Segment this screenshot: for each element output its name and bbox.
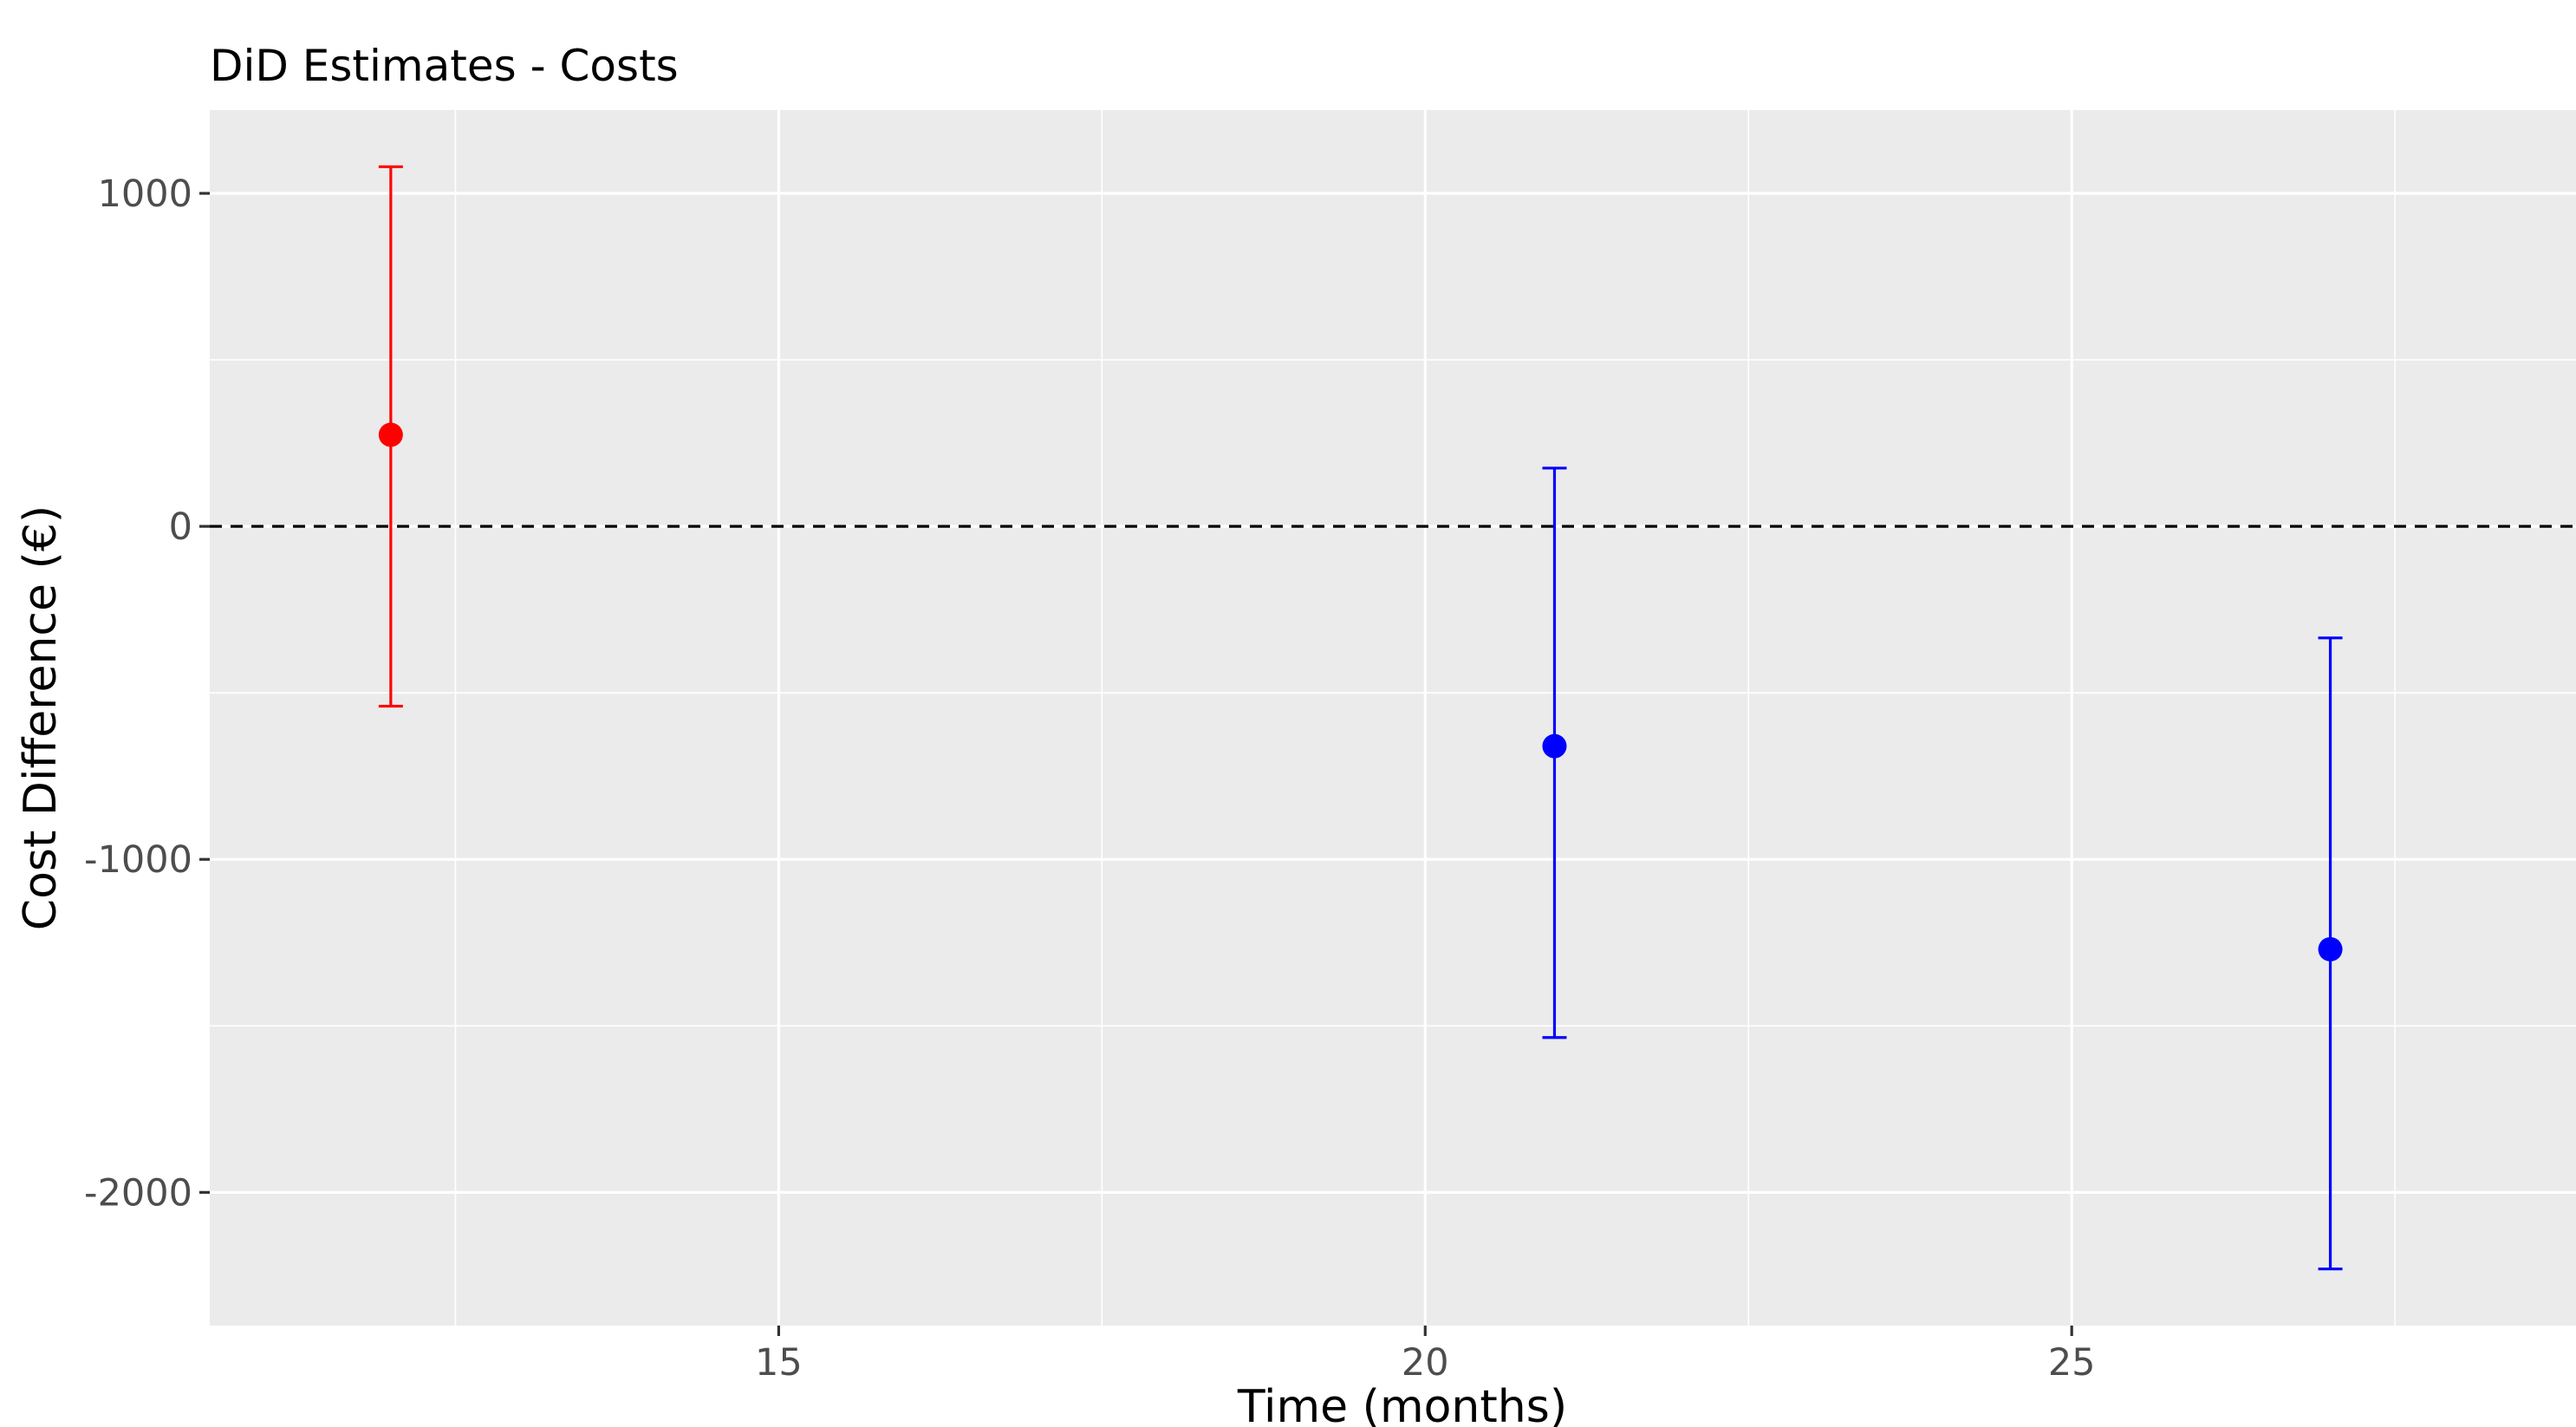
estimate-point [1542,733,1567,759]
x-axis: 15 20 25 [755,1326,2096,1385]
y-tick-label: -1000 [84,838,192,882]
grid-major [210,110,2576,1326]
y-axis: 1000 0 -1000 -2000 [84,173,210,1215]
estimates-series [378,165,2343,1271]
estimate-point [378,422,403,447]
y-tick-label: 0 [169,505,192,549]
x-tick-label: 15 [755,1341,803,1385]
x-axis-title: Time (months) [1237,1381,1567,1427]
plot-panel [210,110,2576,1326]
estimate-0 [378,165,403,708]
y-tick-label: -2000 [84,1171,192,1215]
x-tick-label: 25 [2048,1341,2096,1385]
estimate-2 [2318,636,2343,1271]
estimate-1 [1542,466,1567,1039]
x-tick-label: 20 [1402,1341,1449,1385]
grid-minor [210,110,2576,1326]
y-axis-title: Cost Difference (€) [15,505,67,930]
y-tick-label: 1000 [98,173,192,216]
chart-title: DiD Estimates - Costs [210,41,679,91]
estimate-point [2318,936,2343,961]
